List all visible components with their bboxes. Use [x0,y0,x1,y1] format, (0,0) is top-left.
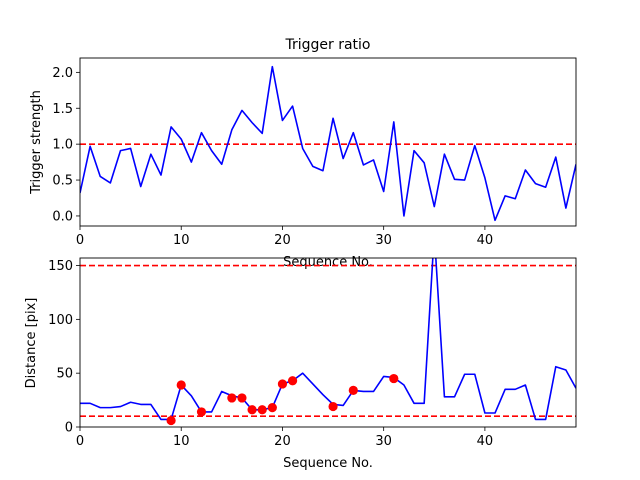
y-axis-label: Distance [pix] [24,298,39,389]
x-tick-label: 0 [76,233,84,248]
data-point [257,405,267,415]
plot-area [80,258,576,426]
x-tick-label: 10 [173,434,190,449]
y-tick-label: 50 [56,367,73,382]
data-point [267,403,277,413]
data-point [166,415,176,426]
x-tick-label: 30 [375,233,392,248]
y-tick-label: 1.0 [52,138,73,153]
x-tick-label: 10 [173,233,190,248]
data-point [348,385,358,396]
axes-frame [79,257,577,428]
y-tick-label: 1.5 [52,102,73,117]
series-line [80,258,576,421]
data-point [287,376,298,386]
y-tick-label: 2.0 [52,66,73,81]
data-point [237,393,247,403]
chart-title: Trigger ratio [284,37,370,53]
y-tick-label: 100 [48,313,73,328]
data-point [176,380,186,390]
x-tick-label: 20 [274,233,291,248]
x-axis-label: Sequence No. [283,456,373,471]
y-tick-label: 150 [48,259,73,274]
x-tick-label: 40 [477,434,494,449]
x-tick-label: 20 [274,434,291,449]
data-point [328,401,338,412]
x-axis-label: Sequence No. [283,255,373,270]
x-tick-label: 0 [76,434,84,449]
y-tick-label: 0.0 [52,209,73,224]
data-point [389,373,399,384]
x-tick-label: 30 [375,434,392,449]
plot-area [80,65,576,222]
x-tick-label: 40 [477,233,494,248]
trigger-ratio-chart: Trigger ratio Sequence No. Trigger stren… [29,37,577,270]
y-tick-label: 0 [65,421,73,436]
series-line [80,65,576,222]
distance-chart: Sequence No. Distance [pix] 0 10 20 30 40 0 50… [24,257,577,471]
y-axis-label: Trigger strength [29,90,44,195]
y-tick-label: 0.5 [52,174,73,189]
data-point [247,405,257,415]
data-point [277,379,288,389]
data-point [196,407,207,417]
axes-frame [79,57,577,227]
data-point [227,393,237,403]
